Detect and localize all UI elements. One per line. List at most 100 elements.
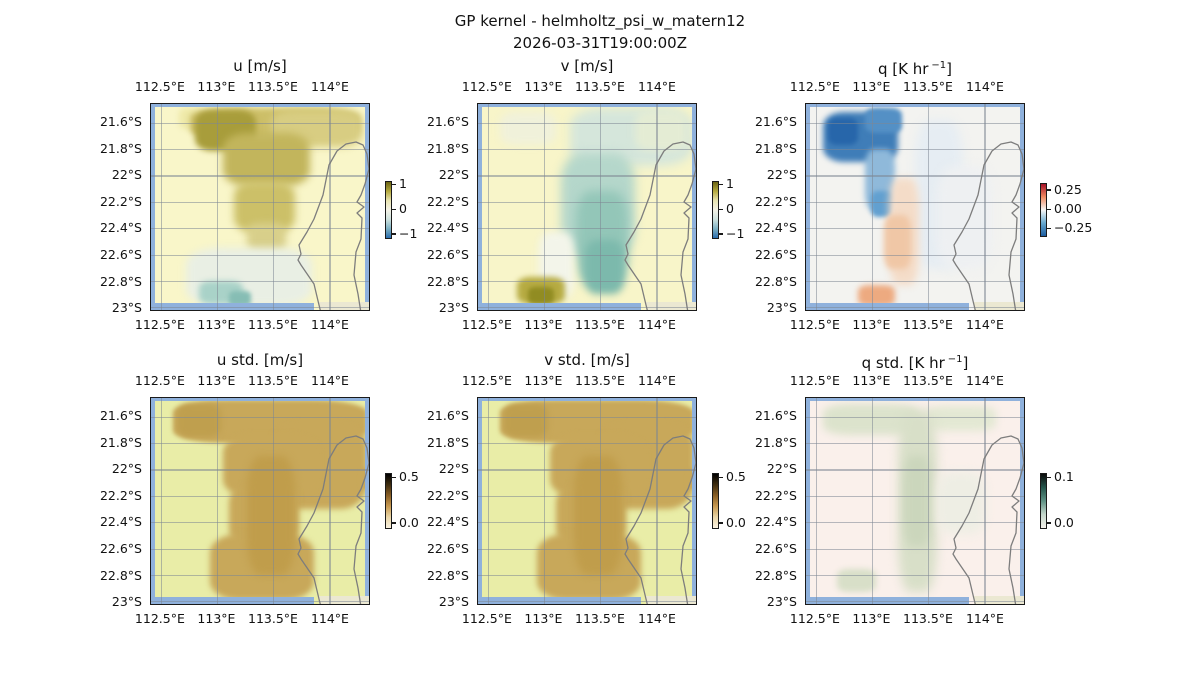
x-tick-label-top: 114°E bbox=[965, 79, 1004, 94]
grid-line-horizontal bbox=[478, 469, 696, 471]
x-tick-label-bottom: 112.5°E bbox=[789, 611, 840, 626]
grid-line-horizontal bbox=[151, 416, 369, 418]
coastline bbox=[297, 435, 369, 604]
subplot-title-text: u [m/s] bbox=[233, 57, 287, 75]
y-tick-label: 22.2°S bbox=[754, 487, 797, 503]
x-tick-label-bottom: 113°E bbox=[197, 317, 236, 332]
colorbar-tick-label: 0.5 bbox=[726, 469, 746, 485]
map-patch bbox=[858, 285, 896, 306]
x-tick-label-bottom: 113.5°E bbox=[248, 611, 298, 626]
colorbar-tick bbox=[1047, 476, 1051, 479]
grid-line-vertical bbox=[216, 104, 219, 310]
subplot-title-u_std: u std. [m/s] bbox=[150, 351, 370, 369]
x-tick-label-top: 113°E bbox=[852, 373, 891, 388]
y-tick-label: 21.8°S bbox=[426, 140, 469, 156]
grid-line-vertical bbox=[927, 104, 930, 310]
map-patch bbox=[358, 468, 369, 489]
x-tick-label-bottom: 114°E bbox=[637, 611, 676, 626]
y-tick-label: 22°S bbox=[766, 167, 797, 183]
grid-line-horizontal bbox=[806, 574, 1024, 577]
grid-line-vertical bbox=[656, 398, 658, 604]
ocean-edge-left bbox=[806, 398, 810, 604]
grid-line-vertical bbox=[599, 398, 602, 604]
grid-line-vertical bbox=[815, 398, 817, 604]
x-tick-label-top: 113.5°E bbox=[575, 373, 625, 388]
x-tick-label-top: 114°E bbox=[310, 373, 349, 388]
ocean-edge-top bbox=[806, 104, 1024, 107]
x-tick-label-top: 113.5°E bbox=[575, 79, 625, 94]
ocean-edge-bottom bbox=[155, 597, 315, 604]
grid-line-vertical bbox=[599, 104, 602, 310]
colorbar-tick-label: 1 bbox=[726, 176, 734, 192]
y-tick-label: 21.8°S bbox=[754, 140, 797, 156]
grid-line-vertical bbox=[815, 104, 817, 310]
x-tick-label-top: 113.5°E bbox=[248, 373, 298, 388]
y-tick-label: 21.6°S bbox=[426, 113, 469, 129]
x-tick-label-bottom: 114°E bbox=[965, 611, 1004, 626]
grid-line-vertical bbox=[329, 104, 331, 310]
grid-line-horizontal bbox=[151, 254, 369, 256]
grid-line-horizontal bbox=[478, 443, 696, 445]
map-patch bbox=[884, 215, 911, 269]
colorbar-tick bbox=[1047, 208, 1051, 210]
y-tick-label: 22.4°S bbox=[99, 514, 142, 530]
land-corner bbox=[645, 596, 696, 604]
x-tick-label-top: 113°E bbox=[852, 79, 891, 94]
x-tick-label-bottom: 112.5°E bbox=[134, 317, 185, 332]
grid-line-horizontal bbox=[151, 201, 369, 204]
map-patch bbox=[499, 112, 557, 146]
grid-line-horizontal bbox=[151, 574, 369, 577]
grid-line-horizontal bbox=[151, 548, 369, 550]
grid-line-horizontal bbox=[478, 254, 696, 256]
grid-line-vertical bbox=[984, 104, 986, 310]
x-tick-label-bottom: 113.5°E bbox=[903, 611, 953, 626]
grid-line-horizontal bbox=[151, 522, 369, 524]
grid-line-horizontal bbox=[151, 280, 369, 283]
grid-line-horizontal bbox=[806, 416, 1024, 418]
coastline bbox=[297, 141, 369, 310]
x-tick-label-bottom: 112.5°E bbox=[461, 611, 512, 626]
y-tick-label: 22.8°S bbox=[426, 273, 469, 289]
ocean-edge-bottom bbox=[810, 597, 970, 604]
map-patch bbox=[904, 455, 931, 547]
ocean-edge-bottom bbox=[482, 597, 642, 604]
y-tick-label: 22°S bbox=[111, 461, 142, 477]
land-corner bbox=[645, 302, 696, 310]
land-corner bbox=[973, 596, 1024, 604]
figure-title-line1: GP kernel - helmholtz_psi_w_matern12 bbox=[454, 12, 746, 30]
map-patch bbox=[925, 406, 996, 431]
grid-line-horizontal bbox=[478, 122, 696, 124]
y-tick-label: 22.2°S bbox=[99, 487, 142, 503]
ocean-edge-left bbox=[151, 104, 155, 310]
grid-line-horizontal bbox=[151, 228, 369, 230]
grid-line-horizontal bbox=[151, 307, 369, 309]
subplot-title-superscript: −1 bbox=[931, 60, 947, 71]
map-area-v bbox=[477, 103, 697, 311]
map-patch bbox=[871, 190, 894, 218]
grid-line-horizontal bbox=[478, 307, 696, 309]
y-tick-label: 22.6°S bbox=[754, 541, 797, 557]
colorbar-tick bbox=[392, 233, 396, 235]
grid-line-horizontal bbox=[151, 443, 369, 445]
subplot-title-text: u std. [m/s] bbox=[216, 351, 304, 369]
grid-line-vertical bbox=[160, 104, 162, 310]
y-tick-label: 22.2°S bbox=[426, 193, 469, 209]
grid-line-horizontal bbox=[478, 228, 696, 230]
map-patch bbox=[584, 239, 625, 294]
colorbar-tick bbox=[392, 183, 396, 186]
grid-line-vertical bbox=[871, 398, 874, 604]
x-tick-label-top: 114°E bbox=[637, 373, 676, 388]
y-tick-label: 23°S bbox=[438, 300, 469, 316]
y-tick-label: 22.6°S bbox=[426, 247, 469, 263]
colorbar-tick-label: 0.0 bbox=[726, 514, 746, 530]
grid-line-horizontal bbox=[806, 201, 1024, 204]
grid-line-vertical bbox=[216, 398, 219, 604]
coastline bbox=[624, 435, 696, 604]
y-tick-label: 22.8°S bbox=[754, 273, 797, 289]
map-patch bbox=[634, 110, 688, 152]
colorbar-q_std bbox=[1040, 473, 1047, 529]
grid-line-vertical bbox=[543, 104, 546, 310]
grid-line-horizontal bbox=[806, 307, 1024, 309]
subplot-title-q: q [K hr −1] bbox=[805, 57, 1025, 78]
colorbar-tick bbox=[1047, 522, 1051, 524]
